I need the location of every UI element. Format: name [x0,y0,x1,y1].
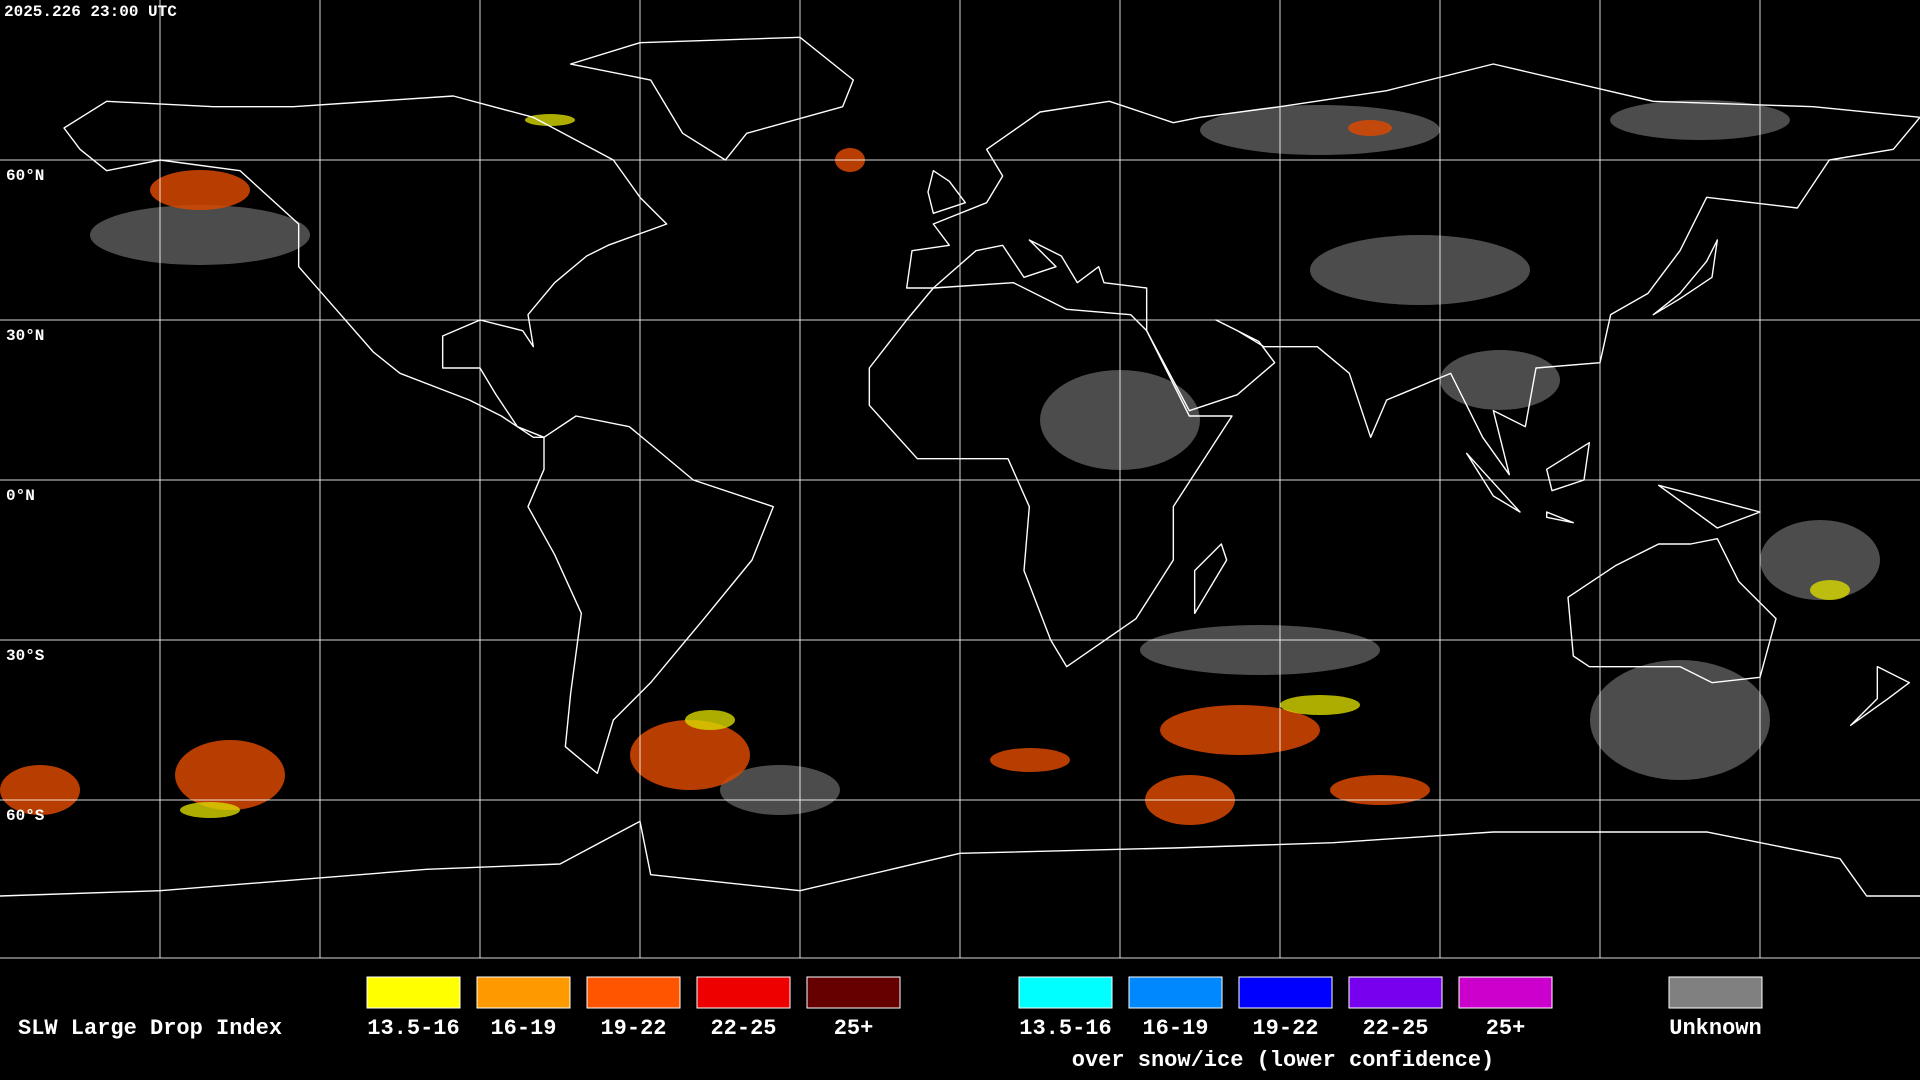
legend-label: Unknown [1669,1016,1761,1041]
legend-label: 19-22 [600,1016,666,1041]
legend-swatch [1668,976,1763,1009]
legend-swatch [1348,976,1443,1009]
legend-swatch [1458,976,1553,1009]
legend-label: 16-19 [1142,1016,1208,1041]
cloud-field [0,100,1880,825]
legend-caption: over snow/ice (lower confidence) [1072,1048,1494,1073]
legend-swatch [586,976,681,1009]
lat-label: 60°N [6,167,44,185]
timestamp: 2025.226 23:00 UTC [4,3,177,21]
legend-label: 22-25 [710,1016,776,1041]
legend-label: 19-22 [1252,1016,1318,1041]
legend-label: 25+ [834,1016,874,1041]
legend-title: SLW Large Drop Index [18,1016,282,1041]
legend-swatch [696,976,791,1009]
legend-swatch [1128,976,1223,1009]
legend: SLW Large Drop Index over snow/ice (lowe… [18,976,1763,1073]
legend-swatch [1238,976,1333,1009]
lat-label: 60°S [6,807,45,825]
lat-label: 30°N [6,327,44,345]
lat-label: 30°S [6,647,45,665]
legend-swatch [476,976,571,1009]
lat-label: 0°N [6,487,35,505]
legend-swatch [1018,976,1113,1009]
graticule [0,0,1920,959]
legend-label: 25+ [1486,1016,1526,1041]
legend-label: 16-19 [490,1016,556,1041]
legend-label: 13.5-16 [367,1016,459,1041]
legend-swatch [806,976,901,1009]
legend-label: 22-25 [1362,1016,1428,1041]
legend-swatch [366,976,461,1009]
legend-label: 13.5-16 [1019,1016,1111,1041]
